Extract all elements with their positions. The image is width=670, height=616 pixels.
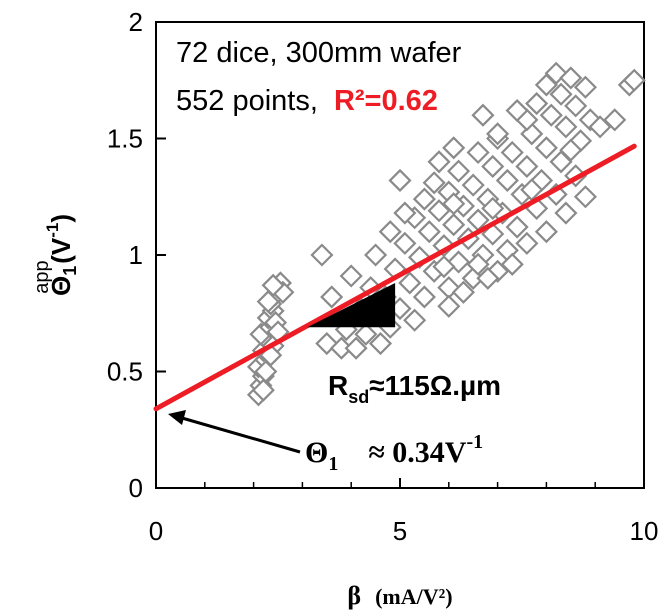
data-point	[486, 122, 510, 146]
data-point	[422, 171, 446, 195]
x-tick-label: 5	[393, 516, 407, 546]
data-point	[500, 252, 524, 276]
data-point	[539, 103, 563, 127]
svg-text:Θ1(V-1): Θ1(V-1)	[43, 214, 80, 296]
data-point	[437, 294, 461, 318]
data-point	[364, 243, 388, 267]
data-point	[515, 154, 539, 179]
data-point	[461, 173, 485, 197]
annotation-points: 552 points, R²=0.62	[176, 85, 438, 117]
data-point	[412, 285, 436, 309]
intercept-arrowhead	[168, 410, 186, 425]
data-point	[354, 322, 378, 346]
y-tick-label: 0.5	[107, 357, 143, 387]
data-point	[432, 255, 456, 279]
data-point	[559, 138, 583, 162]
data-point	[466, 252, 490, 276]
data-point	[471, 103, 495, 127]
y-tick-label: 2	[129, 7, 143, 37]
data-point	[417, 220, 441, 244]
annotation-dice: 72 dice, 300mm wafer	[176, 37, 462, 69]
data-point	[447, 159, 471, 183]
data-point	[534, 220, 558, 244]
data-point	[573, 75, 597, 99]
y-tick-label: 1.5	[107, 124, 143, 154]
fit-line	[153, 143, 637, 412]
y-axis-label: Θ1(V-1) app	[31, 214, 80, 296]
data-point	[398, 271, 422, 295]
data-point	[403, 308, 427, 332]
data-point	[320, 285, 344, 309]
data-point	[525, 91, 549, 116]
intercept-arrow	[181, 416, 301, 454]
data-point	[427, 150, 451, 174]
data-point	[378, 220, 402, 244]
y-axis-label-sup: app	[31, 260, 53, 293]
x-axis-ticks: 0 5 10	[149, 478, 659, 546]
data-point	[559, 66, 583, 90]
data-point	[603, 108, 627, 132]
data-point	[481, 154, 505, 179]
data-point	[368, 331, 393, 356]
data-point	[554, 115, 578, 139]
slope-triangle	[307, 282, 396, 328]
data-point	[495, 168, 519, 192]
data-point	[588, 115, 612, 139]
annotation-r2: R²=0.62	[334, 85, 438, 117]
data-point	[476, 266, 500, 290]
x-tick-label: 10	[630, 516, 659, 546]
data-point	[251, 378, 275, 402]
data-point	[339, 264, 363, 288]
data-point	[442, 213, 466, 237]
y-tick-label: 0	[129, 473, 143, 503]
data-point	[451, 280, 475, 304]
data-point	[393, 201, 417, 225]
data-point	[515, 231, 539, 255]
data-point	[505, 215, 529, 239]
annotation-theta-intercept: Θ1 ≈ 0.34V-1	[305, 431, 483, 475]
data-point	[573, 185, 597, 209]
data-point	[505, 98, 529, 123]
data-point	[466, 140, 490, 165]
data-point	[442, 192, 466, 216]
data-point	[554, 201, 578, 225]
data-point	[481, 196, 505, 220]
annotation-rsd: Rsd≈115Ω.µm	[328, 370, 501, 407]
data-point	[412, 187, 436, 211]
y-tick-label: 1	[129, 240, 143, 270]
data-point	[442, 136, 466, 160]
data-point	[564, 94, 588, 118]
data-point	[549, 82, 573, 106]
data-point	[261, 273, 285, 297]
data-point	[388, 168, 412, 192]
data-point	[393, 231, 417, 255]
data-point	[622, 68, 646, 92]
data-point	[500, 140, 524, 165]
data-point	[344, 336, 368, 360]
data-point	[310, 243, 334, 267]
x-axis-label: β (mA/V²)	[347, 581, 452, 610]
data-point	[534, 136, 558, 160]
y-axis-ticks: 0 0.5 1 1.5 2	[107, 7, 166, 503]
x-tick-label: 0	[149, 516, 163, 546]
data-point	[427, 199, 451, 223]
